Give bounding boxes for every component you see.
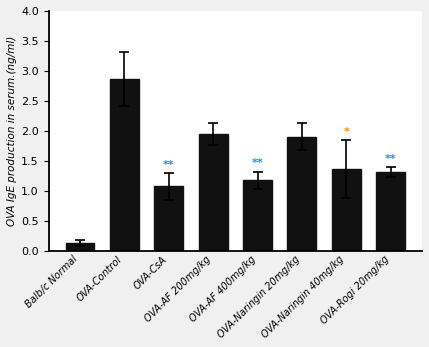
Text: **: ** [385,154,396,164]
Text: **: ** [163,160,175,170]
Bar [376,172,405,251]
Bar [332,169,361,251]
Bar [199,134,227,251]
Bar [287,137,316,251]
Text: *: * [343,127,349,137]
Y-axis label: OVA IgE production in serum.(ng/ml): OVA IgE production in serum.(ng/ml) [7,36,17,226]
Bar [243,180,272,251]
Bar [154,186,183,251]
Bar [110,79,139,251]
Bar [66,243,94,251]
Text: **: ** [252,159,263,168]
